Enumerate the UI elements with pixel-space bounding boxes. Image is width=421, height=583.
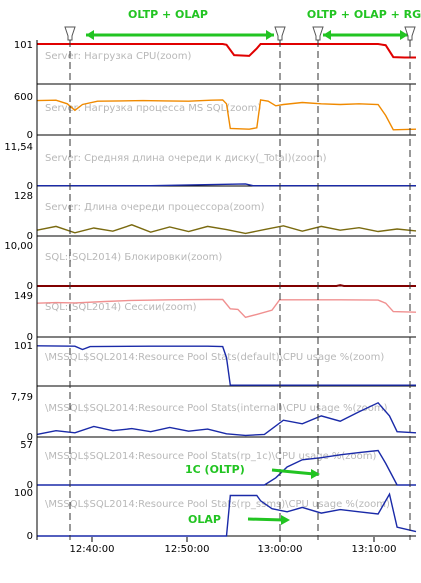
series-line-rp_ssms	[37, 492, 417, 537]
series-line-rp_internal	[36, 401, 417, 437]
panel-label-rp_ssms: \MSSQL$SQL2014:Resource Pool Stats(rp_ss…	[45, 499, 390, 510]
ymin-label-mssql: 0	[27, 130, 33, 141]
series-line-locks	[37, 284, 416, 287]
ymin-label-disk: 0	[27, 181, 33, 192]
ymax-label-rp_1c: 57	[20, 440, 33, 451]
ymin-label-rp_1c: 0	[27, 480, 33, 491]
phase-arrowhead-left-2	[323, 30, 331, 40]
phase-arrowhead-left-1	[86, 30, 94, 40]
ymax-label-rp_ssms: 100	[14, 488, 33, 499]
callout-label-1: 1C (OLTP)	[185, 463, 245, 476]
series-line-proc	[36, 224, 417, 235]
phase-arrowhead-right-1	[266, 30, 274, 40]
ymin-label-proc: 0	[27, 231, 33, 242]
x-tick-label-1: 12:40:00	[70, 544, 115, 555]
callout-arrow-2	[247, 517, 285, 522]
series-line-mssql	[36, 99, 417, 131]
ymax-label-cpu: 101	[14, 40, 33, 51]
callout-arrow-1	[271, 468, 315, 476]
ymax-label-mssql: 600	[14, 92, 33, 103]
callout-arrowhead-2	[281, 515, 290, 525]
panel-label-mssql: Server: Нагрузка процесса MS SQL(zoom)	[45, 103, 261, 114]
ymin-label-sessions: 0	[27, 332, 33, 343]
phase-label-2: OLTP + OLAP + RG	[307, 8, 421, 21]
panel-label-rp_internal: \MSSQL$SQL2014:Resource Pool Stats(inter…	[45, 403, 388, 414]
panel-label-sessions: SQL:(SQL2014) Сессии(zoom)	[45, 302, 197, 313]
x-tick-label-4: 13:10:00	[352, 544, 397, 555]
panel-label-proc: Server: Длина очереди процессора(zoom)	[45, 202, 265, 213]
series-line-cpu	[37, 43, 416, 59]
callout-arrowhead-1	[311, 469, 320, 479]
panel-label-rp_1c: \MSSQL$SQL2014:Resource Pool Stats(rp_1c…	[45, 451, 377, 462]
series-line-rp_1c	[37, 449, 416, 486]
panel-label-rp_default: \MSSQL$SQL2014:Resource Pool Stats(defau…	[45, 352, 384, 363]
ymax-label-rp_internal: 7,79	[11, 392, 33, 403]
series-line-sessions	[36, 298, 417, 319]
ymax-label-proc: 128	[14, 191, 33, 202]
x-tick-label-2: 12:50:00	[165, 544, 210, 555]
time-marker-icon-4[interactable]	[404, 26, 416, 41]
ymin-label-locks: 0	[27, 281, 33, 292]
series-line-rp_default	[36, 345, 416, 386]
series-line-disk	[37, 183, 416, 187]
time-marker-icon-3[interactable]	[312, 26, 324, 41]
panel-label-cpu: Server: Нагрузка CPU(zoom)	[45, 51, 191, 62]
ymax-label-locks: 10,00	[4, 241, 33, 252]
ymax-label-sessions: 149	[14, 291, 33, 302]
time-marker-icon-1[interactable]	[64, 26, 76, 41]
ymax-label-disk: 11,54	[4, 142, 33, 153]
panel-label-disk: Server: Средняя длина очереди к диску(_T…	[45, 153, 327, 164]
phase-label-1: OLTP + OLAP	[128, 8, 208, 21]
ymin-label-rp_ssms: 0	[27, 531, 33, 542]
phase-arrowhead-right-2	[400, 30, 408, 40]
ymin-label-rp_internal: 0	[27, 432, 33, 443]
x-tick-label-3: 13:00:00	[258, 544, 303, 555]
callout-label-2: OLAP	[188, 513, 221, 526]
time-marker-icon-2[interactable]	[274, 26, 286, 41]
ymax-label-rp_default: 101	[14, 341, 33, 352]
panel-label-locks: SQL:(SQL2014) Блокировки(zoom)	[45, 252, 222, 263]
